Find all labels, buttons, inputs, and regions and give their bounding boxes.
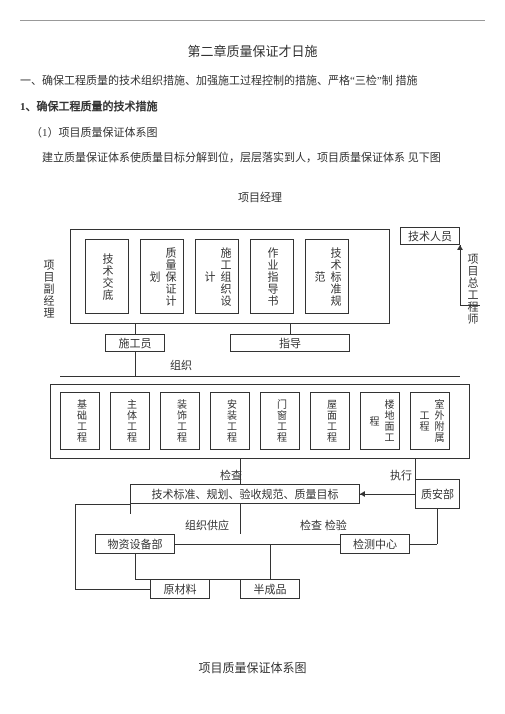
left-loop-v [75,504,76,589]
qa-vline [415,459,416,479]
execute-label: 执行 [390,467,412,483]
standards-box: 技术标准、规划、验收规范、质量目标 [130,484,360,504]
tech-person-box: 技术人员 [400,227,460,245]
check-line [240,459,241,484]
semi-vline [270,544,271,579]
tech-standard-box: 技术标准规范 [305,239,349,314]
foundation-box: 基础工程 [60,392,100,450]
work-guide-box: 作业指导书 [250,239,294,314]
supply-label: 组织供应 [185,517,229,533]
paragraph-3: （1）项目质量保证体系图 [20,124,485,144]
arrow-left-icon [360,491,365,497]
organize-label: 组织 [170,357,192,373]
qa-test-line [437,509,438,544]
check-label: 检查 [220,467,242,483]
deputy-manager-label: 项目副经理 [40,249,56,329]
paragraph-4: 建立质量保证体系使质量目标分解到位，层层落实到人，项目质量保证体系 见下图 [20,149,485,169]
semi-finished-box: 半成品 [240,579,300,599]
qa-plan-box: 质量保证计划 [140,239,184,314]
raw-material-box: 原材料 [150,579,210,599]
test-center-box: 检测中心 [340,534,410,554]
decoration-box: 装饰工程 [160,392,200,450]
materials-dept-box: 物资设备部 [95,534,175,554]
project-manager-label: 项目经理 [220,189,300,205]
conn-hline [60,376,460,377]
qa-line [360,494,415,495]
qa-test-hline [410,544,437,545]
chief-engineer-label: 项目总工程师 [464,249,480,329]
roof-box: 屋面工程 [310,392,350,450]
mid-vline [240,504,241,534]
tech-disclosure-box: 技术交底 [85,239,129,314]
left-loop-h2 [75,589,150,590]
dept-hline [175,544,340,545]
chapter-title: 第二章质量保证才日施 [20,41,485,60]
bottom-hline [135,579,275,580]
conn-line1 [135,352,136,376]
outdoor-box: 室外附属工程 [410,392,450,450]
left-loop-h1 [75,504,130,505]
guide-line [290,324,291,334]
builder-line [135,324,136,334]
paragraph-1: 一、确保工程质量的技术组织措施、加强施工过程控制的措施、严格“三检”制 措施 [20,72,485,92]
qa-dept-box: 质安部 [415,479,460,509]
guide-box: 指导 [230,334,350,352]
main-structure-box: 主体工程 [110,392,150,450]
raw-vline [135,554,136,579]
tech-line2 [460,305,480,306]
construction-org-box: 施工组织设计 [195,239,239,314]
left-loop-v2 [130,504,131,514]
window-door-box: 门窗工程 [260,392,300,450]
paragraph-2: 1、确保工程质量的技术措施 [20,98,485,118]
floor-box: 楼地面工程 [360,392,400,450]
check2-label: 检查 检验 [300,517,347,533]
tech-line [460,245,461,305]
document-page: 第二章质量保证才日施 一、确保工程质量的技术组织措施、加强施工过程控制的措施、严… [20,20,485,676]
builder-box: 施工员 [105,334,165,352]
arrow-up-icon [457,245,463,250]
flowchart-diagram: 项目经理 项目副经理 项目总工程师 技术交底 质量保证计划 施工组织设计 作业指… [20,189,485,649]
installation-box: 安装工程 [210,392,250,450]
diagram-caption: 项目质量保证体系图 [20,659,485,676]
